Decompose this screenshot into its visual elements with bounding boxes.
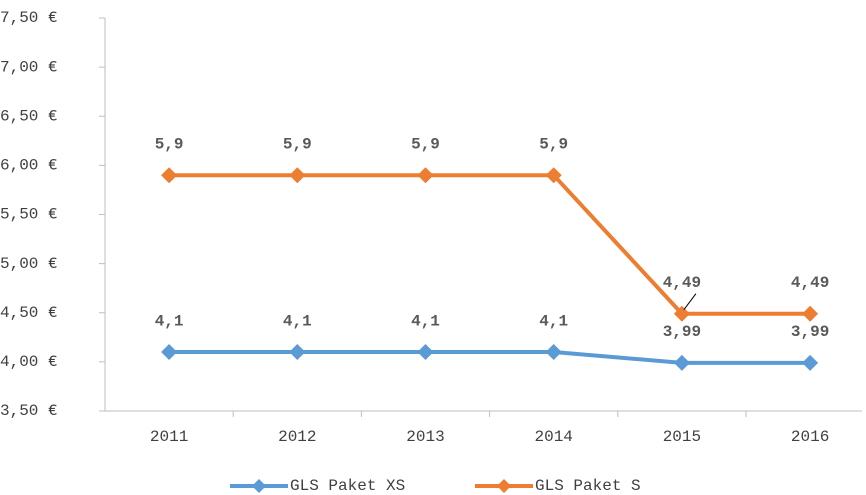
series-line: [169, 350, 811, 365]
data-label: 3,99: [791, 323, 829, 341]
data-label: 4,1: [283, 312, 312, 330]
y-tick-label: 6,50 €: [0, 107, 58, 125]
data-label: 4,1: [155, 312, 184, 330]
data-label: 4,1: [411, 312, 440, 330]
data-label: 3,99: [663, 323, 701, 341]
data-label: 5,9: [155, 135, 184, 153]
legend-marker: [497, 479, 511, 493]
y-tick-label: 3,50 €: [0, 402, 58, 420]
x-tick-label: 2011: [150, 428, 188, 446]
legend-marker: [252, 479, 266, 493]
data-label: 5,9: [283, 135, 312, 153]
data-label: 5,9: [411, 135, 440, 153]
legend-label: GLS Paket S: [535, 477, 641, 495]
marker: [545, 344, 562, 361]
data-label: 4,49: [663, 274, 701, 292]
marker: [289, 344, 306, 361]
x-tick-label: 2015: [663, 428, 701, 446]
y-tick-label: 7,50 €: [0, 9, 58, 27]
marker: [289, 167, 306, 184]
marker: [802, 354, 819, 371]
x-tick-label: 2013: [406, 428, 444, 446]
y-tick-label: 4,50 €: [0, 304, 58, 322]
x-tick-label: 2012: [278, 428, 316, 446]
y-tick-label: 7,00 €: [0, 58, 58, 76]
marker: [673, 305, 690, 322]
series-line: [169, 173, 811, 316]
y-tick-label: 4,00 €: [0, 353, 58, 371]
y-tick-label: 5,50 €: [0, 206, 58, 224]
x-tick-label: 2016: [791, 428, 829, 446]
y-tick-label: 6,00 €: [0, 157, 58, 175]
marker: [417, 167, 434, 184]
marker: [161, 344, 178, 361]
data-label: 4,1: [539, 312, 568, 330]
marker: [417, 344, 434, 361]
marker: [161, 167, 178, 184]
data-label: 4,49: [791, 274, 829, 292]
marker: [545, 167, 562, 184]
x-tick-label: 2014: [534, 428, 572, 446]
y-tick-label: 5,00 €: [0, 255, 58, 273]
legend-label: GLS Paket XS: [290, 477, 405, 495]
marker: [802, 305, 819, 322]
data-label: 5,9: [539, 135, 568, 153]
marker: [673, 354, 690, 371]
leader-line: [683, 293, 697, 311]
